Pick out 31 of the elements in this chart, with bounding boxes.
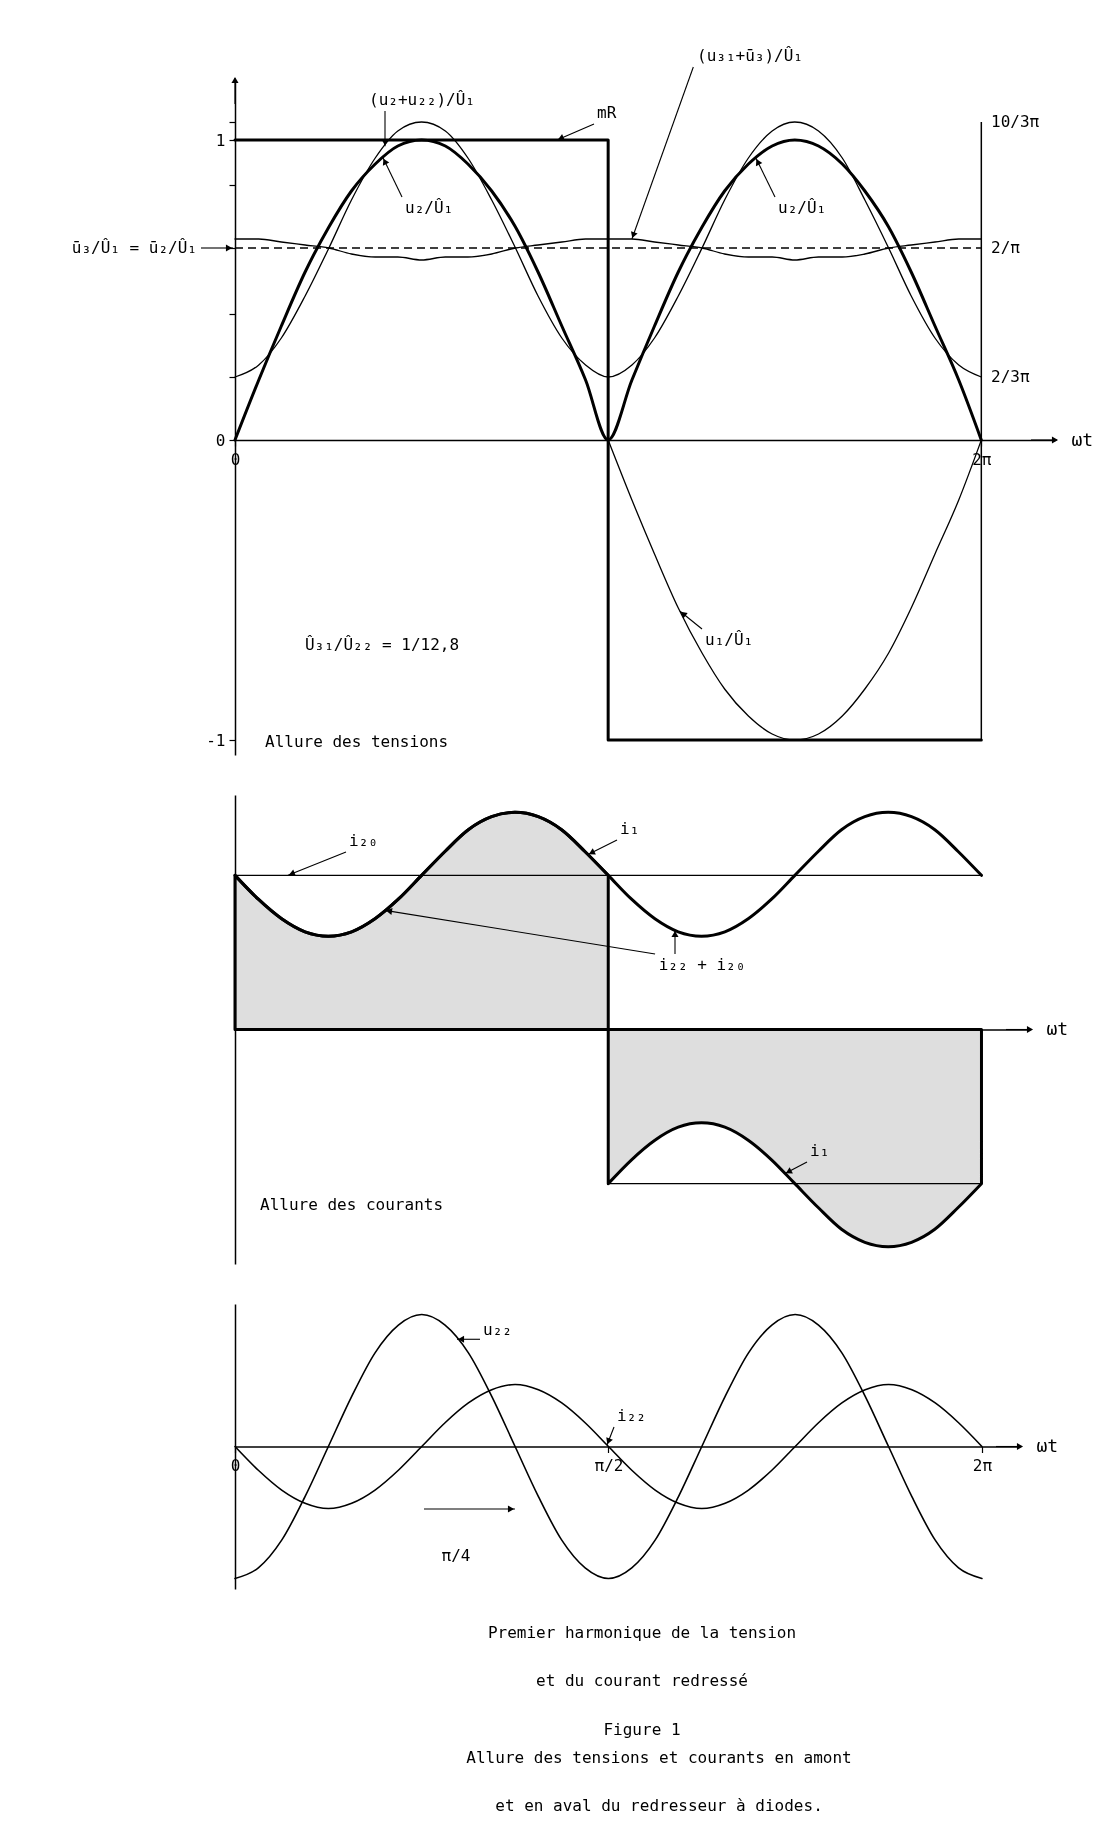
text: u₂/Û₁ <box>405 198 454 217</box>
legend-label: u₂₂ <box>483 1320 512 1339</box>
annotation: Allure des tensions <box>265 732 449 751</box>
series-label: mR <box>597 103 617 122</box>
annotation: Allure des courants <box>260 1195 444 1214</box>
text: u₂/Û₁ <box>778 198 827 217</box>
annotation: (u₃₁+ū₃)/Û₁ <box>697 46 803 65</box>
annotation: 10/3π <box>991 112 1040 131</box>
x-tick-label: π/2 <box>594 1456 624 1475</box>
ref-line-label: ū₃/Û₁ = ū₂/Û₁ <box>71 238 197 257</box>
series-label: i₂₀ <box>349 831 378 850</box>
annotation: π/4 <box>441 1546 471 1565</box>
annotation: 2/π <box>991 238 1021 257</box>
series-label: i₁ <box>810 1141 830 1160</box>
series-label: (u₂+u₂₂)/Û₁ <box>369 90 475 109</box>
text: Allure des tensions et courants en amont et en aval du redresseur à diodes. <box>466 1748 852 1815</box>
annotation: Û₃₁/Û₂₂ = 1/12,8 <box>304 635 460 654</box>
x-axis-title: ωt <box>1036 1435 1059 1456</box>
x-tick-label: 2π <box>972 1456 993 1475</box>
y-tick-label: 0 <box>215 430 226 450</box>
legend-label: i₂₂ + i₂₀ <box>658 955 746 974</box>
text: Premier harmonique de la tension et du courant redressé <box>487 1623 797 1690</box>
text: i₁ <box>620 819 640 838</box>
y-tick-label: -1 <box>206 730 226 750</box>
y-tick-label: 1 <box>215 130 226 150</box>
series-label: u₁/Û₁ <box>705 630 754 649</box>
series-label: i₂₂ <box>617 1406 646 1425</box>
x-axis-title: ωt <box>1046 1018 1069 1039</box>
caption: Figure 1 <box>603 1720 681 1739</box>
annotation: 2/3π <box>991 367 1030 386</box>
x-axis-title: ωt <box>1071 428 1094 450</box>
